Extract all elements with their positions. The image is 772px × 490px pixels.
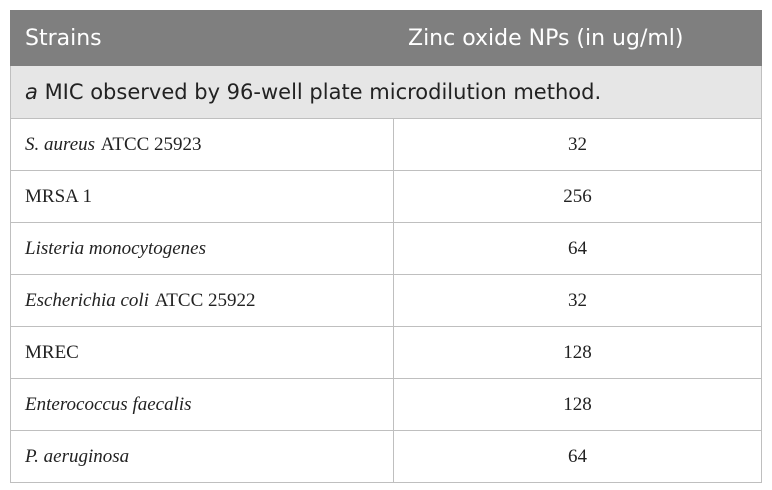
strain-name: Enterococcus faecalis — [25, 393, 192, 415]
strain-name: Escherichia coli — [25, 289, 149, 311]
strain-cell: Escherichia coli ATCC 25922 — [10, 274, 394, 327]
note-cell: a MIC observed by 96-well plate microdil… — [10, 65, 762, 119]
table-container: Strains Zinc oxide NPs (in ug/ml) a MIC … — [10, 10, 762, 483]
strain-name: MRSA 1 — [25, 185, 93, 207]
value-cell: 32 — [393, 274, 762, 327]
table-body: S. aureus ATCC 25923 32 MRSA 1 256 Listeria m… — [10, 118, 762, 483]
data-row: Escherichia coli ATCC 25922 32 — [10, 274, 762, 327]
value-cell: 64 — [393, 222, 762, 275]
note-row: a MIC observed by 96-well plate microdil… — [10, 65, 762, 119]
strain-cell: Listeria monocytogenes — [10, 222, 394, 275]
strain-suffix: ATCC 25923 — [100, 133, 202, 155]
value-cell: 128 — [393, 326, 762, 379]
strain-cell: MRSA 1 — [10, 170, 394, 223]
header-cell: Zinc oxide NPs (in ug/ml) — [393, 10, 762, 66]
value-cell: 64 — [393, 430, 762, 483]
value-cell: 32 — [393, 118, 762, 171]
data-row: S. aureus ATCC 25923 32 — [10, 118, 762, 171]
note-text: MIC observed by 96-well plate microdilut… — [44, 80, 602, 104]
note-marker: a — [25, 80, 38, 104]
data-row: MREC 128 — [10, 326, 762, 379]
value-cell: 128 — [393, 378, 762, 431]
strain-cell: Enterococcus faecalis — [10, 378, 394, 431]
value-cell: 256 — [393, 170, 762, 223]
data-row: P. aeruginosa 64 — [10, 430, 762, 483]
data-row: Enterococcus faecalis 128 — [10, 378, 762, 431]
strain-cell: P. aeruginosa — [10, 430, 394, 483]
strain-name: S. aureus — [25, 133, 96, 155]
header-cell: Strains — [10, 10, 394, 66]
strain-suffix: ATCC 25922 — [154, 289, 256, 311]
data-row: Listeria monocytogenes 64 — [10, 222, 762, 275]
strain-cell: S. aureus ATCC 25923 — [10, 118, 394, 171]
table: Strains Zinc oxide NPs (in ug/ml) a MIC … — [10, 10, 762, 483]
strain-name: Listeria monocytogenes — [25, 237, 207, 259]
header-row: Strains Zinc oxide NPs (in ug/ml) — [10, 10, 762, 66]
data-row: MRSA 1 256 — [10, 170, 762, 223]
strain-name: MREC — [25, 341, 79, 363]
strain-cell: MREC — [10, 326, 394, 379]
strain-name: P. aeruginosa — [25, 445, 130, 467]
